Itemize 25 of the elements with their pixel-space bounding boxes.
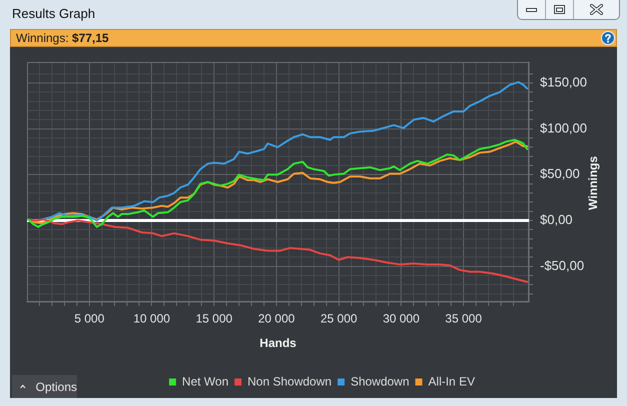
options-button[interactable]: Options — [12, 375, 77, 398]
x-tick-label: 35 000 — [445, 312, 482, 326]
chart-subtitle: Winnings: $77,15 — [16, 31, 109, 45]
minimize-icon[interactable] — [526, 8, 537, 12]
legend-label: Net Won — [182, 374, 229, 388]
close-icon[interactable] — [590, 4, 603, 15]
y-tick-label: $100,00 — [540, 120, 587, 136]
chart-title: Results Graph — [12, 6, 96, 22]
x-tick-label: 25 000 — [320, 312, 358, 326]
x-tick-label: 5 000 — [74, 312, 105, 326]
help-icon[interactable] — [601, 31, 615, 45]
y-tick-label: $50,00 — [540, 166, 580, 182]
maximize-icon[interactable] — [554, 5, 565, 14]
x-tick-label: 15 000 — [196, 312, 233, 326]
x-tick-label: 10 000 — [133, 312, 170, 326]
x-axis-title: Hands — [260, 336, 296, 350]
legend-label: Non Showdown — [248, 374, 332, 388]
legend-label: All-In EV — [428, 374, 475, 388]
y-tick-label: $150,00 — [540, 74, 587, 90]
legend-label: Showdown — [350, 374, 410, 388]
y-tick-label: -$50,00 — [540, 258, 584, 273]
x-tick-label: 30 000 — [382, 312, 420, 326]
y-axis-title: Winnings — [586, 156, 600, 210]
y-tick-label: $0,00 — [540, 212, 573, 228]
x-tick-label: 20 000 — [258, 312, 296, 326]
